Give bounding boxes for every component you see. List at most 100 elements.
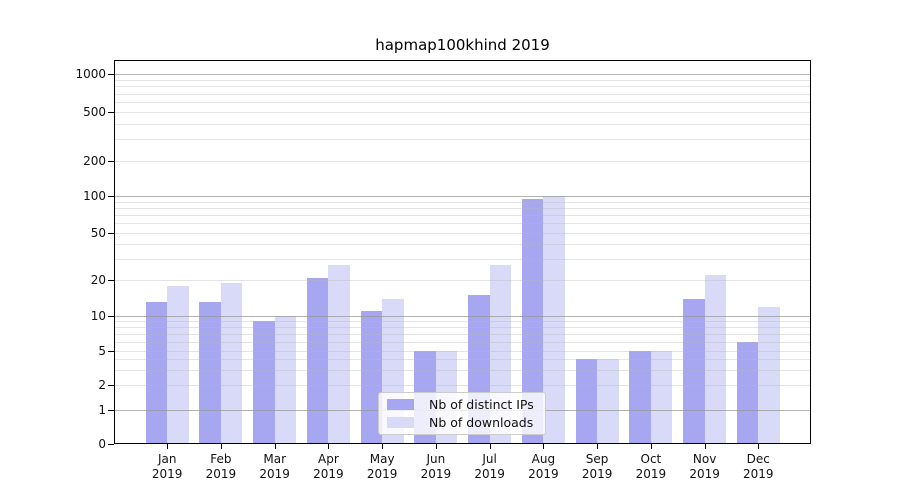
bar-mar-distinct-ips [253, 321, 275, 444]
x-tick-mark-feb [220, 444, 222, 449]
bar-dec-downloads [758, 306, 780, 444]
bar-feb-distinct-ips [199, 302, 221, 444]
gridline-8 [115, 327, 810, 329]
x-tick-label-jul: Jul 2019 [474, 452, 505, 481]
x-tick-mark-may [382, 444, 384, 449]
bar-jan-downloads [167, 285, 189, 444]
gridline-40 [115, 244, 810, 246]
gridline-400 [115, 123, 810, 125]
y-tick-label-500: 500 [83, 105, 106, 119]
gridline-30 [115, 259, 810, 261]
gridline-10 [115, 316, 810, 317]
x-tick-mark-jun [435, 444, 437, 449]
x-tick-label-apr: Apr 2019 [313, 452, 344, 481]
x-tick-mark-oct [650, 444, 652, 449]
bar-aug-downloads [543, 196, 565, 444]
y-tick-label-200: 200 [83, 154, 106, 168]
x-tick-mark-apr [328, 444, 330, 449]
x-tick-mark-aug [543, 444, 545, 449]
gridline-200 [115, 161, 810, 162]
gridline-20 [115, 280, 810, 281]
x-tick-label-nov: Nov 2019 [689, 452, 720, 481]
y-tick-mark-200 [108, 161, 114, 162]
gridline-5 [115, 351, 810, 352]
gridline-6 [115, 341, 810, 343]
y-tick-mark-0 [108, 444, 114, 445]
y-tick-label-2: 2 [98, 378, 106, 392]
bar-apr-downloads [328, 264, 350, 444]
y-tick-mark-10 [108, 316, 114, 317]
x-tick-mark-dec [758, 444, 760, 449]
bar-jan-distinct-ips [145, 302, 168, 444]
legend-swatch-downloads [387, 417, 414, 428]
bar-feb-downloads [220, 282, 243, 444]
gridline-90 [115, 201, 810, 203]
gridline-900 [115, 79, 810, 81]
bar-apr-distinct-ips [306, 277, 329, 444]
gridline-60 [115, 223, 810, 225]
legend-swatch-distinct-ips [387, 399, 414, 410]
bar-oct-downloads [650, 351, 673, 444]
bar-nov-downloads [704, 275, 727, 444]
gridline-50 [115, 233, 810, 234]
gridline-1000 [115, 74, 810, 75]
gridline-3 [115, 370, 810, 371]
x-tick-label-aug: Aug 2019 [528, 452, 559, 481]
chart-title: hapmap100khind 2019 [375, 36, 550, 54]
bar-mar-downloads [274, 316, 297, 444]
x-tick-mark-sep [597, 444, 599, 449]
bar-nov-distinct-ips [683, 298, 705, 444]
y-tick-label-100: 100 [83, 189, 106, 203]
y-tick-mark-20 [108, 280, 114, 281]
x-tick-label-jun: Jun 2019 [420, 452, 452, 481]
gridline-7 [115, 334, 810, 335]
x-tick-mark-jan [167, 444, 169, 449]
legend-entry-distinct-ips: Nb of distinct IPs [387, 396, 537, 412]
y-tick-label-0: 0 [98, 437, 106, 451]
y-tick-label-1000: 1000 [75, 67, 106, 81]
y-tick-label-1: 1 [98, 403, 106, 417]
y-tick-mark-50 [108, 233, 114, 234]
y-tick-mark-2 [108, 385, 114, 386]
y-tick-mark-1 [108, 410, 114, 411]
x-tick-mark-jul [489, 444, 491, 449]
y-tick-label-10: 10 [90, 309, 106, 323]
y-tick-label-5: 5 [98, 344, 106, 358]
bar-sep-downloads [597, 359, 619, 444]
legend-entry-downloads: Nb of downloads [387, 414, 537, 430]
y-tick-mark-5 [108, 351, 114, 352]
gridline-600 [115, 102, 810, 103]
x-tick-label-may: May 2019 [366, 452, 398, 481]
gridline-4 [115, 359, 810, 361]
y-tick-mark-1000 [108, 74, 114, 75]
bar-oct-distinct-ips [629, 351, 651, 444]
y-tick-mark-500 [108, 112, 114, 113]
x-tick-label-jan: Jan 2019 [151, 452, 183, 481]
legend-label: Nb of distinct IPs [429, 396, 534, 412]
x-tick-label-dec: Dec 2019 [743, 452, 774, 481]
gridline-9 [115, 321, 810, 323]
y-tick-label-20: 20 [90, 273, 106, 287]
x-tick-label-feb: Feb 2019 [205, 452, 237, 481]
x-tick-mark-nov [704, 444, 706, 449]
y-tick-label-50: 50 [90, 226, 106, 240]
gridline-500 [115, 112, 810, 113]
y-tick-mark-100 [108, 196, 114, 197]
gridline-80 [115, 207, 810, 209]
bar-dec-distinct-ips [736, 341, 759, 444]
gridline-800 [115, 86, 810, 88]
x-tick-label-oct: Oct 2019 [635, 452, 667, 481]
gridline-300 [115, 139, 810, 141]
x-tick-label-mar: Mar 2019 [259, 452, 290, 481]
x-tick-mark-mar [274, 444, 276, 449]
bar-sep-distinct-ips [575, 359, 598, 444]
gridline-2 [115, 385, 810, 386]
bar-aug-distinct-ips [521, 198, 544, 444]
gridline-700 [115, 93, 810, 95]
x-tick-label-sep: Sep 2019 [581, 452, 613, 481]
legend-label: Nb of downloads [429, 414, 534, 430]
legend: Nb of distinct IPs Nb of downloads [378, 392, 546, 435]
gridline-100 [115, 196, 810, 197]
gridline-70 [115, 215, 810, 216]
